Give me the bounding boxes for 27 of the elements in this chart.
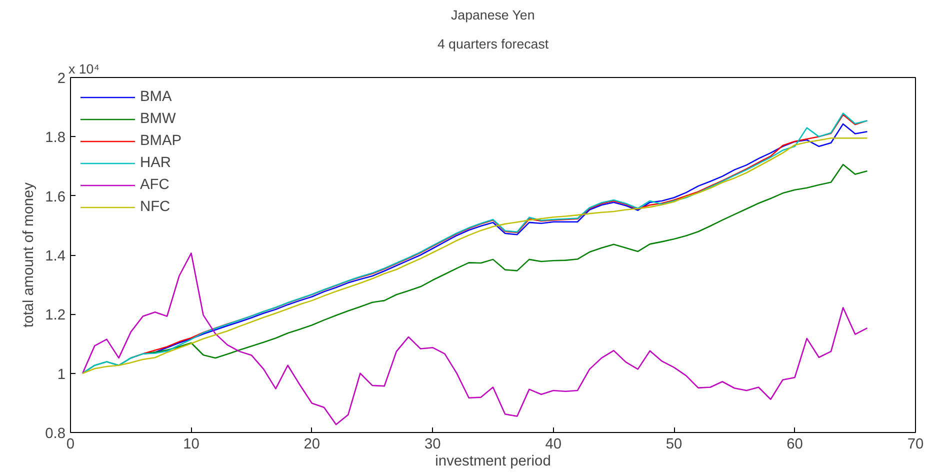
y-tick-label: 1.2 [45,308,66,324]
text: x 10⁴ [68,62,100,76]
y-tick-label: 1.4 [45,248,66,264]
legend-label: AFC [140,177,170,193]
x-tick-label: 60 [786,436,803,452]
legend-label: BMA [140,89,172,105]
legend-label: BMAP [140,133,182,149]
y-tick-label: 1.8 [45,130,66,146]
chart-title: Japanese Yen [451,8,535,22]
legend-label: BMW [140,111,176,127]
line-series [82,252,868,426]
x-axis-title: investment period [435,454,551,470]
y-tick-label: 1.6 [45,189,66,206]
x-tick-label: 70 [907,436,924,452]
x-tick-label: 30 [424,436,441,452]
y-tick-label: 0.8 [45,426,66,442]
y-tick-label: 2 [57,71,66,87]
x-tick-label: 10 [183,436,200,452]
x-tick-label: 40 [545,436,562,452]
legend-label: NFC [140,199,170,215]
chart-subtitle: 4 quarters forecast [437,36,549,52]
y-axis-title: total amount of money [21,182,38,328]
x-tick-label: 0 [66,436,75,452]
x-tick-label: 20 [304,436,320,452]
y-tick-label: 1 [57,366,66,383]
legend-label: HAR [140,155,171,171]
x-tick-label: 50 [666,436,682,452]
